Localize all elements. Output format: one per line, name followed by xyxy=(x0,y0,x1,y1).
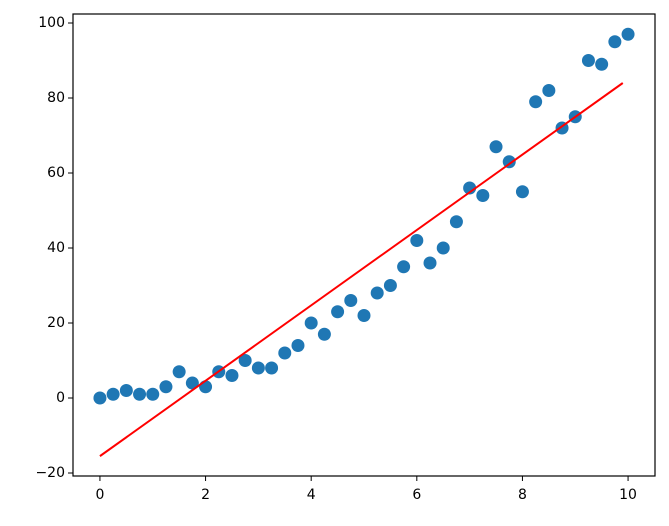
line xyxy=(99,82,624,457)
scatter-point xyxy=(476,189,490,202)
x-tick-label: 4 xyxy=(307,487,316,503)
scatter-point xyxy=(436,241,450,255)
scatter-point xyxy=(357,309,371,322)
scatter-point xyxy=(146,387,160,401)
x-tick-label: 6 xyxy=(412,487,421,503)
y-tick-label: 20 xyxy=(47,315,65,331)
x-tick-label: 8 xyxy=(518,487,527,503)
scatter-point xyxy=(238,354,252,367)
scatter-point xyxy=(291,339,305,352)
scatter-point xyxy=(278,346,292,360)
scatter-point xyxy=(595,57,609,71)
y-tick-label: 80 xyxy=(47,90,65,106)
x-tick-label: 0 xyxy=(95,487,104,503)
scatter-point xyxy=(410,234,424,247)
scatter-point xyxy=(317,327,331,341)
scatter-point xyxy=(529,95,543,109)
scatter-point xyxy=(199,380,213,394)
scatter-point xyxy=(172,365,186,379)
scatter-point xyxy=(463,181,477,195)
scatter-point xyxy=(331,305,345,319)
plot-frame xyxy=(72,13,656,477)
scatter-point xyxy=(251,361,265,375)
scatter-point xyxy=(159,380,173,394)
scatter-point xyxy=(119,384,133,397)
scatter-point xyxy=(621,27,635,41)
scatter-point xyxy=(383,279,397,292)
scatter-point xyxy=(265,361,279,375)
x-tick-label: 2 xyxy=(201,487,210,503)
scatter-point xyxy=(502,155,516,169)
scatter-point xyxy=(225,369,239,382)
scatter-point xyxy=(185,376,199,390)
scatter-point xyxy=(93,391,107,405)
x-tick-label: 10 xyxy=(619,487,637,503)
scatter-point xyxy=(423,256,437,270)
y-tick-label: 60 xyxy=(47,165,65,181)
scatter-point xyxy=(608,35,622,49)
scatter-point xyxy=(397,260,411,274)
scatter-point xyxy=(449,215,463,229)
y-tick-label: −20 xyxy=(35,465,65,481)
scatter-point xyxy=(304,316,318,330)
scatter-point xyxy=(515,185,529,199)
scatter-point xyxy=(106,387,120,401)
scatter-point xyxy=(489,140,503,154)
scatter-point xyxy=(370,286,384,300)
scatter-point xyxy=(133,387,147,401)
scatter-point xyxy=(542,84,556,97)
y-tick-label: 0 xyxy=(56,390,65,406)
y-tick-label: 100 xyxy=(38,15,65,31)
scatter-point xyxy=(344,294,358,307)
scatter-point xyxy=(581,54,595,67)
y-tick-label: 40 xyxy=(47,240,65,256)
